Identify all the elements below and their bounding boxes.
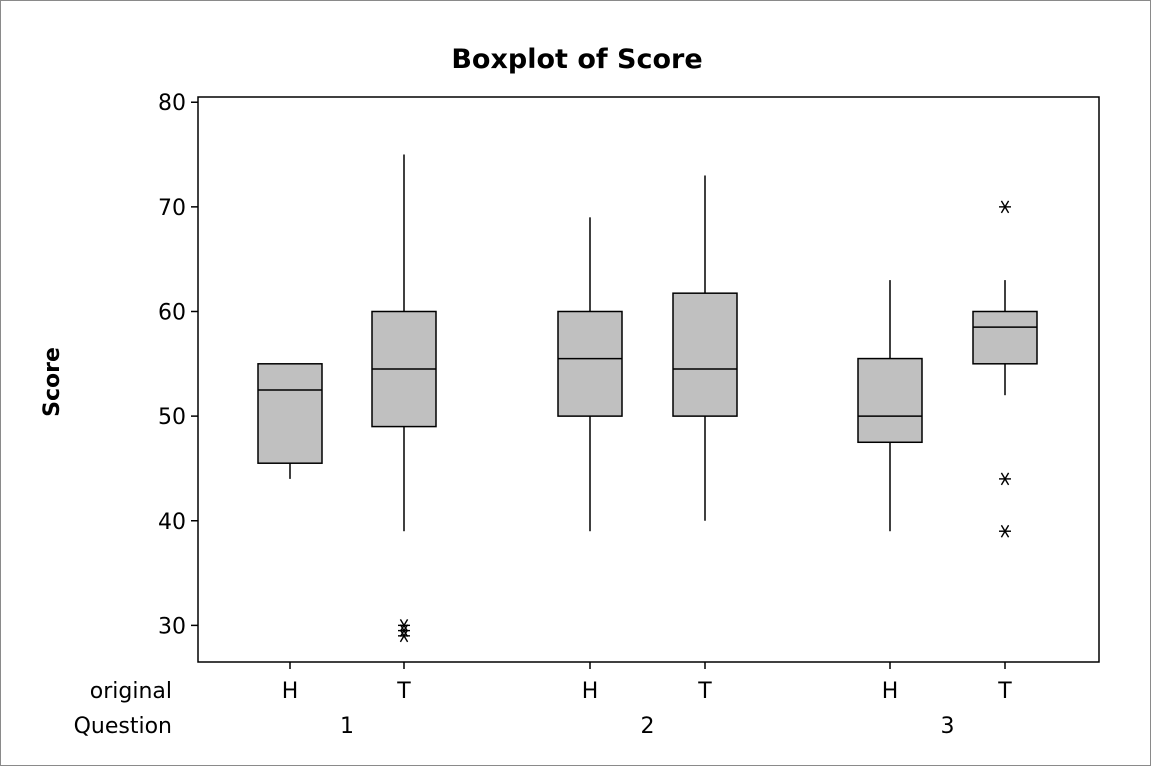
- plot-marks: 30 40 50 60 70 80 H T H T H T 1 2 3: [158, 91, 1038, 739]
- x-tick-label-question: 3: [941, 714, 955, 739]
- box: [257, 363, 323, 464]
- x-tick-label-original: H: [582, 679, 599, 704]
- x-tick-label-original: T: [997, 679, 1012, 704]
- outlier-point: [398, 619, 410, 632]
- x-tick-label-original: T: [396, 679, 411, 704]
- y-tick-label: 60: [158, 300, 186, 325]
- x-tick-label-original: T: [697, 679, 712, 704]
- outlier-point: [999, 472, 1011, 486]
- y-tick-label: 80: [158, 91, 186, 116]
- x-tick-label-question: 1: [340, 714, 354, 739]
- outlier-point: [398, 624, 410, 637]
- y-tick-label: 30: [158, 614, 186, 639]
- y-axis-label: Score: [40, 347, 65, 417]
- outlier-stroke: [1000, 200, 1010, 214]
- box: [857, 357, 923, 444]
- y-tick-label: 70: [158, 196, 186, 221]
- x-tick-label-original: H: [882, 679, 899, 704]
- box: [672, 292, 738, 417]
- x-factor-label-original: original: [90, 679, 172, 704]
- outlier-point: [999, 524, 1011, 538]
- box: [972, 310, 1038, 365]
- x-tick-label-question: 2: [641, 714, 655, 739]
- outlier-stroke: [399, 629, 409, 643]
- outlier-stroke: [399, 619, 409, 632]
- outlier-stroke: [1000, 524, 1010, 538]
- box: [557, 310, 623, 417]
- outlier-stroke: [399, 624, 409, 637]
- outlier-point: [999, 200, 1011, 214]
- plot-area: [197, 96, 1100, 663]
- y-tick-label: 40: [158, 510, 186, 535]
- y-tick-label: 50: [158, 405, 186, 430]
- x-factor-label-question: Question: [74, 714, 172, 739]
- chart-title: Boxplot of Score: [451, 44, 702, 75]
- outlier-stroke: [1000, 472, 1010, 486]
- x-tick-label-original: H: [282, 679, 299, 704]
- outlier-point: [398, 629, 410, 643]
